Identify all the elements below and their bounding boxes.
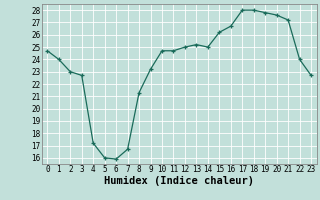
X-axis label: Humidex (Indice chaleur): Humidex (Indice chaleur) (104, 176, 254, 186)
